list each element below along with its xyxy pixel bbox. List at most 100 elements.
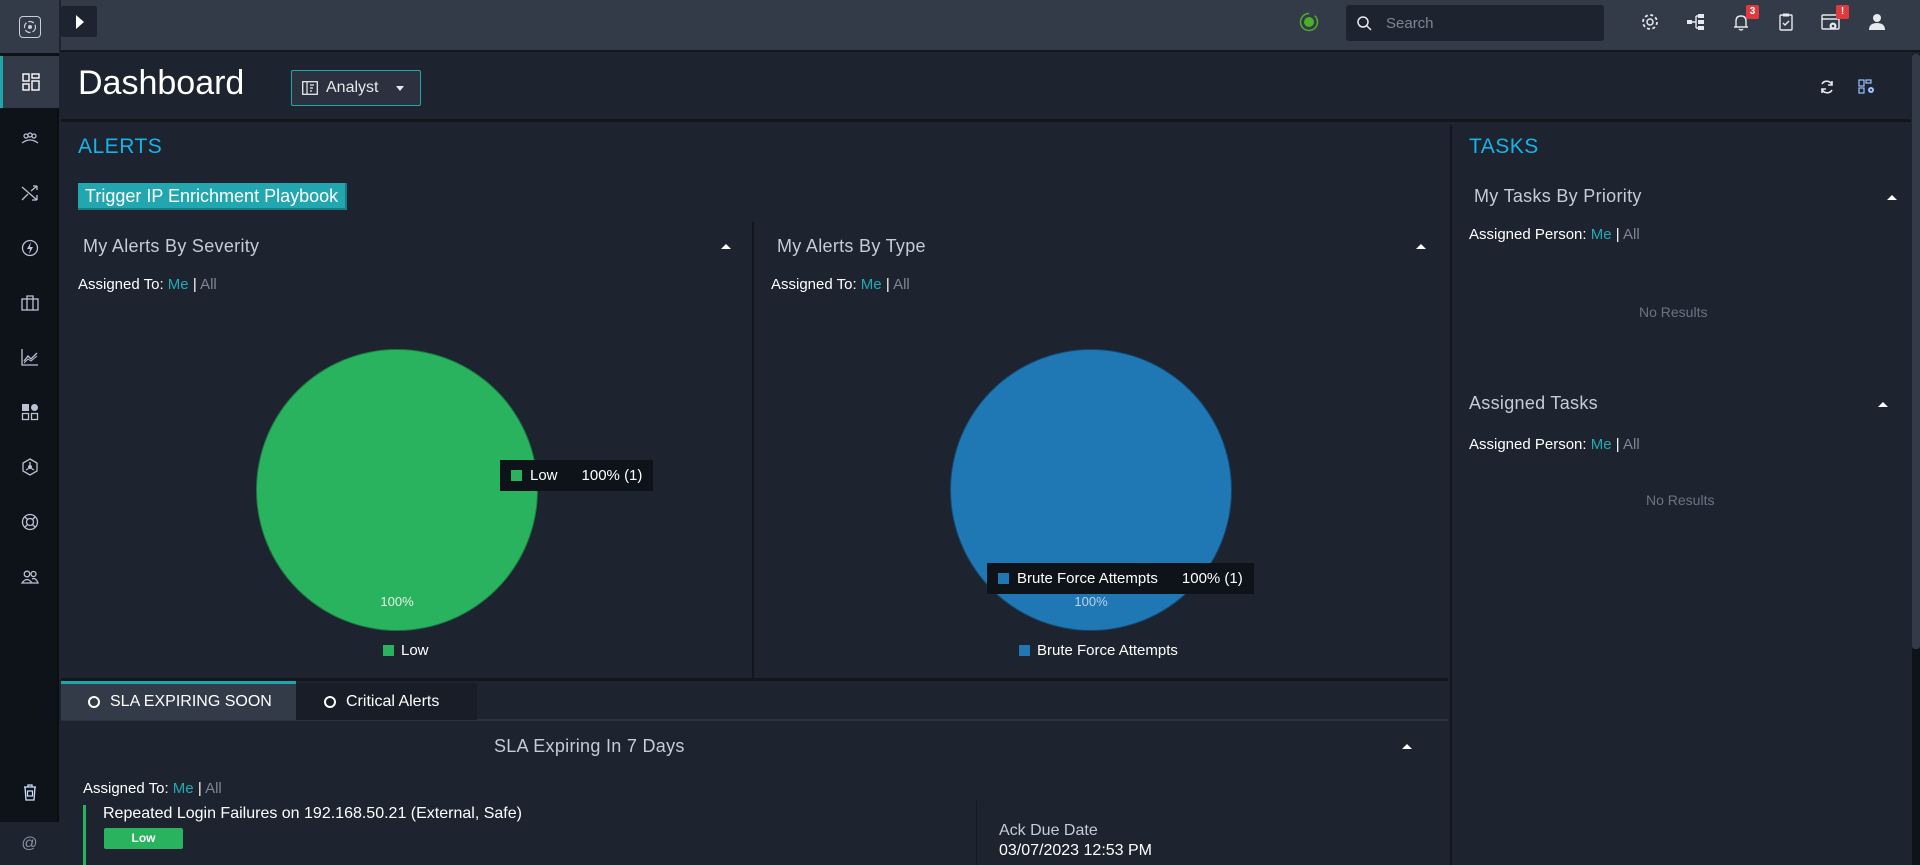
severity-pie-slice-low[interactable]: [257, 350, 537, 630]
sidebar-item-mentions[interactable]: @: [0, 822, 59, 865]
connector-status-button[interactable]: [1295, 8, 1323, 36]
expand-sidebar-button[interactable]: [61, 6, 97, 37]
search-input[interactable]: [1386, 14, 1586, 32]
gear-icon: [1642, 14, 1658, 30]
assigned-label: Assigned To:: [771, 276, 857, 293]
chart-legend-item[interactable]: Low: [383, 642, 429, 659]
section-divider: [61, 678, 1448, 681]
system-config-button[interactable]: !: [1817, 5, 1849, 36]
empty-state: No Results: [1639, 304, 1708, 320]
filter-all-link[interactable]: All: [1623, 436, 1640, 453]
apps-grid-icon: [21, 404, 38, 421]
widget-title: My Tasks By Priority: [1474, 186, 1642, 206]
shuffle-icon: [21, 185, 38, 201]
tooltip-value: 100% (1): [581, 467, 643, 484]
collapse-caret-icon[interactable]: [721, 244, 731, 249]
pie-slice-label: 100%: [1074, 594, 1108, 609]
legend-swatch: [998, 573, 1009, 584]
notifications-button[interactable]: 3: [1727, 5, 1759, 36]
filter-all-link[interactable]: All: [1623, 226, 1640, 243]
sidebar-item-recycle-bin[interactable]: [0, 766, 59, 818]
assigned-filter: Assigned To: Me | All: [78, 276, 217, 293]
tasks-section-title: TASKS: [1469, 135, 1539, 158]
chart-tooltip: Brute Force Attempts 100% (1): [987, 563, 1254, 594]
dashboard-layout-icon: [302, 81, 318, 95]
alert-list-item[interactable]: Repeated Login Failures on 192.168.50.21…: [83, 805, 1446, 865]
filter-me-link[interactable]: Me: [1590, 436, 1612, 453]
sidebar-item-dashboard[interactable]: [0, 56, 59, 108]
tasks-button[interactable]: [1772, 8, 1800, 36]
dashboard-selector[interactable]: Analyst: [291, 70, 421, 106]
user-icon: [1869, 14, 1885, 30]
sidebar-item-automation[interactable]: [0, 222, 59, 274]
line-chart-icon: [20, 349, 38, 366]
alerts-section: ALERTS Trigger IP Enrichment Playbook My…: [61, 125, 1448, 681]
filter-separator: |: [192, 276, 197, 293]
plug-status-icon: [1299, 12, 1319, 32]
search-box[interactable]: [1346, 5, 1604, 41]
at-icon: @: [21, 834, 38, 852]
scrollbar-thumb[interactable]: [1912, 54, 1920, 649]
filter-all-link[interactable]: All: [893, 276, 910, 293]
refresh-button[interactable]: [1816, 76, 1838, 98]
trigger-playbook-button[interactable]: Trigger IP Enrichment Playbook: [78, 183, 348, 210]
tooltip-label: Low: [530, 467, 558, 484]
sidebar-item-analytics[interactable]: [0, 331, 59, 383]
sidebar-item-teams[interactable]: [0, 112, 59, 164]
sidebar-item-apps[interactable]: [0, 386, 59, 438]
users-icon: [20, 570, 39, 584]
page-scrollbar[interactable]: [1912, 54, 1920, 865]
dashboard-selector-label: Analyst: [326, 79, 379, 96]
refresh-icon: [1821, 80, 1833, 94]
sidebar-item-support[interactable]: [0, 496, 59, 548]
user-profile-button[interactable]: [1863, 8, 1891, 36]
assigned-filter: Assigned Person: Me | All: [1469, 436, 1640, 453]
page-header: Dashboard Analyst: [61, 54, 1911, 122]
filter-me-link[interactable]: Me: [172, 780, 194, 797]
filter-all-link[interactable]: All: [200, 276, 217, 293]
hierarchy-button[interactable]: [1682, 8, 1710, 36]
briefcase-icon: [20, 295, 39, 311]
chevron-down-icon: [396, 85, 405, 91]
pie-slice-label: 100%: [380, 594, 414, 609]
filter-me-link[interactable]: Me: [167, 276, 189, 293]
collapse-caret-icon[interactable]: [1887, 195, 1897, 200]
filter-me-link[interactable]: Me: [1590, 226, 1612, 243]
tab-critical-alerts[interactable]: Critical Alerts: [296, 683, 477, 720]
tab-bar: SLA EXPIRING SOON Critical Alerts: [61, 681, 1448, 721]
sla-section: SLA EXPIRING SOON Critical Alerts SLA Ex…: [61, 681, 1448, 865]
tasks-section: TASKS My Tasks By Priority Assigned Pers…: [1450, 125, 1911, 865]
filter-me-link[interactable]: Me: [860, 276, 882, 293]
collapse-caret-icon[interactable]: [1416, 244, 1426, 249]
alert-row-divider: [976, 801, 977, 865]
dashboard-settings-button[interactable]: [1856, 76, 1878, 98]
dashboard-settings-icon: [1858, 79, 1874, 94]
collapse-caret-icon[interactable]: [1878, 402, 1888, 407]
legend-swatch: [383, 645, 394, 656]
legend-label: Brute Force Attempts: [1037, 642, 1178, 659]
collapse-caret-icon[interactable]: [1402, 744, 1412, 749]
trash-recycle-icon: [23, 784, 36, 801]
app-logo-icon: [18, 15, 41, 38]
tab-label: SLA EXPIRING SOON: [110, 693, 272, 710]
sidebar-item-cases[interactable]: [0, 277, 59, 329]
filter-all-link[interactable]: All: [205, 780, 222, 797]
bolt-circle-icon: [21, 239, 38, 257]
alert-title[interactable]: Repeated Login Failures on 192.168.50.21…: [103, 805, 522, 822]
sidebar-item-threat-intel[interactable]: [0, 441, 59, 493]
assigned-label: Assigned Person:: [1469, 436, 1587, 453]
settings-button[interactable]: [1636, 8, 1664, 36]
sidebar-item-workflows[interactable]: [0, 167, 59, 219]
tab-sla-expiring-soon[interactable]: SLA EXPIRING SOON: [61, 681, 296, 720]
filter-separator: |: [1615, 436, 1620, 453]
filter-separator: |: [885, 276, 890, 293]
chart-legend-item[interactable]: Brute Force Attempts: [1019, 642, 1178, 659]
assigned-label: Assigned To:: [83, 780, 169, 797]
sidebar-item-users[interactable]: [0, 551, 59, 603]
bell-icon: [1734, 15, 1748, 31]
top-bar: 3 !: [61, 0, 1920, 52]
legend-swatch: [511, 470, 522, 481]
clock-icon: [88, 696, 100, 708]
people-group-icon: [21, 132, 38, 144]
app-logo[interactable]: [0, 0, 59, 53]
